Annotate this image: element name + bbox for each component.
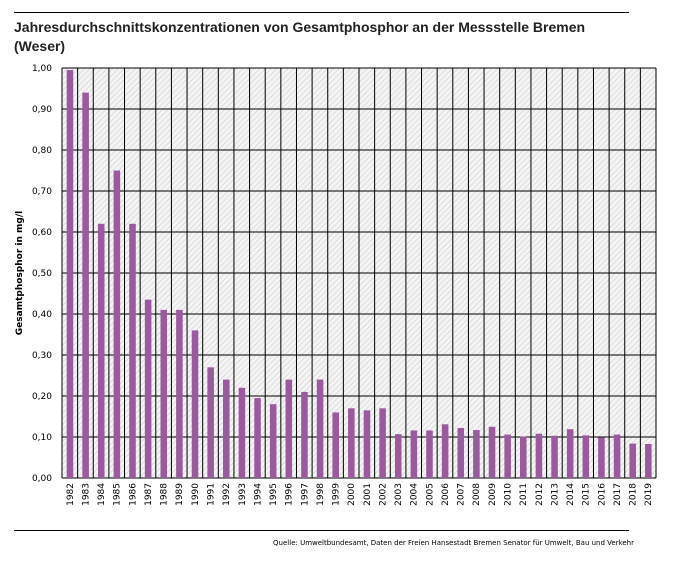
x-tick-label: 1985 [113, 483, 123, 506]
x-tick-label: 1987 [144, 483, 154, 506]
y-tick-label: 0,60 [32, 228, 52, 238]
x-tick-label: 2004 [410, 483, 420, 506]
y-tick-label: 0,80 [32, 146, 52, 156]
bar-1999 [332, 412, 339, 478]
x-tick-label: 1993 [238, 483, 248, 506]
bar-1984 [97, 223, 105, 478]
bar-1983 [82, 92, 89, 478]
bar-1988 [160, 309, 168, 478]
x-tick-label: 1984 [97, 483, 107, 506]
y-axis-label: Gesamtphosphor in mg/l [15, 211, 25, 335]
x-tick-label: 1989 [175, 483, 185, 506]
bar-2018 [629, 443, 636, 478]
x-tick-label: 2017 [613, 483, 623, 506]
x-tick-label: 2008 [472, 483, 482, 506]
bar-1994 [254, 398, 261, 478]
x-tick-label: 1992 [222, 483, 232, 506]
y-tick-label: 0,70 [32, 187, 52, 197]
source-note: Quelle: Umweltbundesamt, Daten der Freie… [273, 539, 634, 547]
bar-2009 [488, 426, 496, 478]
bar-2016 [598, 437, 605, 478]
x-tick-label: 2002 [378, 483, 388, 506]
bar-2012 [535, 433, 543, 478]
x-tick-label: 1998 [316, 483, 326, 506]
bar-2006 [441, 424, 449, 478]
x-tick-label: 2001 [363, 483, 373, 506]
bar-2017 [613, 434, 621, 478]
bar-2008 [473, 430, 480, 478]
x-tick-label: 1996 [285, 483, 295, 506]
x-tick-label: 2019 [644, 483, 654, 506]
x-tick-label: 1983 [81, 483, 91, 506]
bar-1992 [223, 379, 230, 478]
bar-1991 [207, 367, 214, 478]
bar-2011 [520, 436, 527, 478]
x-tick-label: 2003 [394, 483, 404, 506]
x-tick-label: 2013 [550, 483, 560, 506]
top-rule [14, 12, 629, 13]
bar-1995 [269, 404, 277, 478]
bar-1998 [316, 379, 324, 478]
x-tick-label: 1986 [128, 483, 138, 506]
bar-1989 [176, 309, 183, 478]
bar-1985 [113, 170, 121, 478]
x-tick-label: 2011 [519, 483, 529, 506]
y-tick-label: 0,40 [32, 310, 52, 320]
x-tick-label: 2018 [629, 483, 639, 506]
x-tick-label: 2016 [597, 483, 607, 506]
y-tick-label: 0,50 [32, 269, 52, 279]
chart-title: Jahresdurchschnittskonzentrationen von G… [14, 19, 586, 54]
x-tick-label: 2012 [535, 483, 545, 506]
bar-2007 [457, 427, 465, 478]
bar-1987 [144, 299, 152, 478]
y-tick-label: 0,00 [32, 474, 52, 484]
y-tick-label: 1,00 [32, 64, 52, 74]
y-tick-label: 0,10 [32, 433, 52, 443]
x-tick-label: 1982 [66, 483, 76, 506]
bar-2019 [645, 443, 652, 478]
x-tick-label: 2007 [457, 483, 467, 506]
bar-1986 [129, 223, 136, 478]
bar-2015 [582, 435, 590, 478]
x-tick-label: 1999 [332, 483, 342, 506]
x-tick-label: 2010 [504, 483, 514, 506]
bar-1990 [191, 330, 199, 478]
bar-1982 [66, 70, 74, 479]
x-tick-label: 1995 [269, 483, 279, 506]
x-tick-label: 2014 [566, 483, 576, 506]
y-tick-label: 0,90 [32, 105, 52, 115]
x-tick-label: 1994 [253, 483, 263, 506]
bar-1997 [301, 391, 308, 478]
bar-2014 [566, 429, 574, 478]
x-tick-label: 2009 [488, 483, 498, 506]
bar-2003 [394, 434, 402, 478]
x-tick-label: 1990 [191, 483, 201, 506]
bottom-rule [14, 530, 629, 531]
y-tick-label: 0,20 [32, 392, 52, 402]
x-tick-label: 1991 [207, 483, 217, 506]
x-tick-label: 2005 [425, 483, 435, 506]
bar-2005 [426, 430, 433, 478]
bar-2002 [379, 408, 386, 478]
x-tick-label: 2015 [582, 483, 592, 506]
y-tick-label: 0,30 [32, 351, 52, 361]
x-tick-label: 2000 [347, 483, 357, 506]
bar-1993 [238, 387, 246, 478]
bar-2004 [410, 430, 418, 478]
bar-2013 [551, 435, 558, 478]
x-tick-label: 2006 [441, 483, 451, 506]
bar-1996 [285, 379, 293, 478]
x-tick-label: 1997 [300, 483, 310, 506]
bar-2010 [504, 434, 511, 478]
bar-2001 [363, 410, 371, 478]
x-tick-label: 1988 [160, 483, 170, 506]
bar-2000 [348, 408, 355, 478]
